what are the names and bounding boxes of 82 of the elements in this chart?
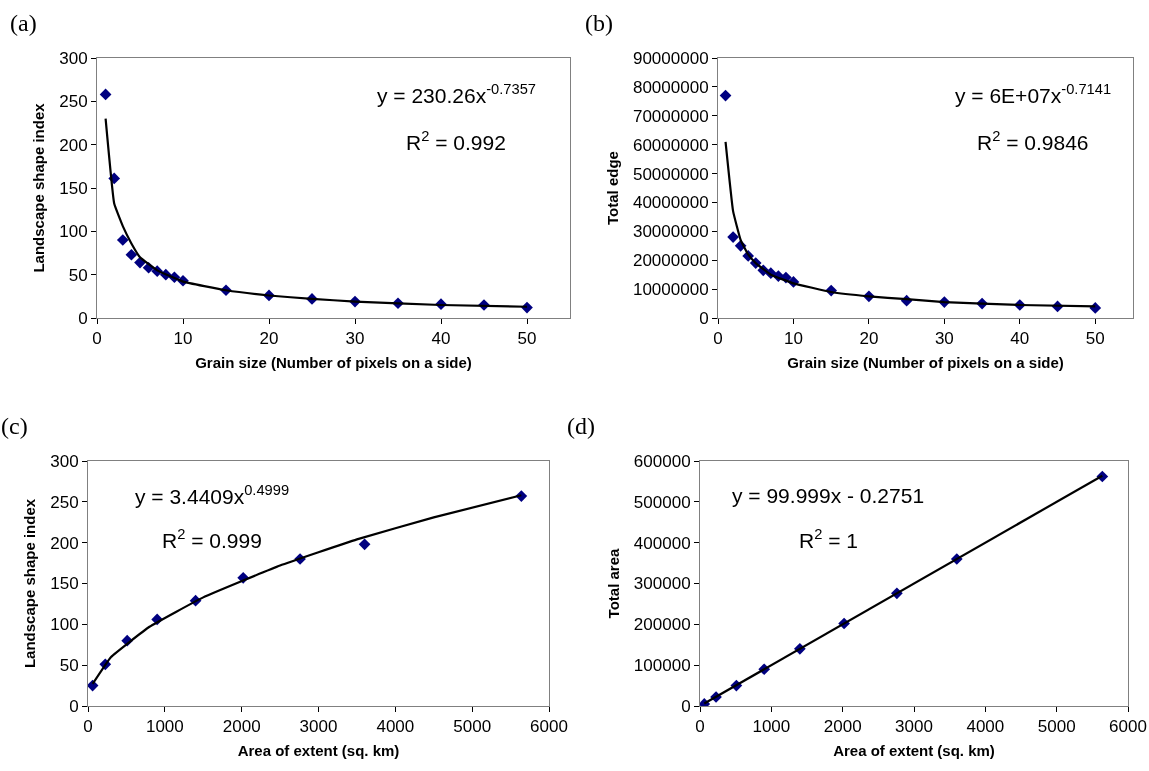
y-tick-label: 100000: [633, 656, 691, 676]
x-tick-label: 2000: [823, 717, 862, 737]
x-tick-label: 6000: [530, 717, 568, 737]
x-tick-label: 30: [345, 329, 365, 349]
y-tick-label: 200: [59, 135, 88, 155]
x-tick-label: 4000: [966, 717, 1005, 737]
point: [727, 231, 739, 243]
x-tick-label: 5000: [1037, 717, 1076, 737]
y-tick-label: 200000: [633, 615, 691, 635]
point: [125, 248, 138, 261]
x-tick-label: 3000: [895, 717, 933, 737]
x-tick-label: 40: [431, 329, 451, 349]
x-tick-label: 0: [713, 329, 723, 349]
x-tick-label: 20: [859, 329, 879, 349]
y-tick-label: 0: [681, 696, 691, 716]
y-tick-label: 250: [50, 492, 79, 512]
x-tick-label: 10: [783, 329, 803, 349]
y-tick-label: 30000000: [632, 222, 709, 242]
x-axis-title: Area of extent (sq. km): [237, 742, 400, 760]
y-tick-label: 40000000: [632, 193, 709, 213]
x-tick-label: 5000: [453, 717, 492, 737]
x-axis-title: Grain size (Number of pixels on a side): [787, 354, 1064, 372]
y-tick-label: 600000: [633, 451, 691, 471]
point: [116, 234, 129, 246]
y-tick-label: 500000: [633, 492, 691, 512]
chart-title: (b): [585, 10, 613, 36]
x-tick-label: 30: [934, 329, 954, 349]
annotation: y = 3.4409x$^{0.4999}$: [135, 482, 290, 508]
x-tick-label: 3000: [299, 717, 338, 737]
x-tick-label: 10: [173, 329, 193, 349]
x-tick-label: 6000: [1109, 717, 1147, 737]
y-tick-label: 60000000: [632, 135, 709, 155]
x-tick-label: 4000: [376, 717, 415, 737]
chart-title: (d): [567, 413, 595, 439]
x-tick-label: 20: [259, 329, 279, 349]
y-tick-label: 50: [68, 265, 88, 285]
y-tick-label: 300000: [633, 574, 691, 594]
y-tick-label: 90000000: [632, 48, 709, 68]
y-tick-label: 50000000: [632, 164, 709, 184]
y-tick-label: 150: [50, 574, 79, 594]
annotation: R$^{2}$ = 0.9846: [977, 128, 1089, 154]
y-tick-label: 150: [59, 178, 88, 198]
y-tick-label: 250: [59, 92, 88, 112]
x-tick-label: 40: [1010, 329, 1030, 349]
chart-title: (a): [10, 10, 37, 36]
point: [99, 88, 112, 101]
annotation: R$^{2}$ = 0.992: [406, 128, 506, 154]
annotation: y = 230.26x$^{-0.7357}$: [377, 81, 536, 107]
annotation: R$^{2}$ = 0.999: [162, 526, 262, 552]
y-axis-title: Landscape shape index: [30, 102, 48, 273]
point: [719, 89, 732, 102]
y-axis-title: Landscape shape index: [21, 498, 39, 669]
annotation: y = 99.999x - 0.2751: [732, 484, 925, 507]
annotation: y = 6E+07x$^{-0.7141}$: [955, 81, 1112, 107]
y-tick-label: 20000000: [632, 251, 709, 271]
x-axis-title: Grain size (Number of pixels on a side): [195, 354, 472, 372]
y-tick-label: 70000000: [632, 106, 709, 126]
x-axis-title: Area of extent (sq. km): [833, 742, 995, 760]
point: [88, 679, 99, 692]
x-tick-label: 1000: [145, 717, 184, 737]
y-tick-label: 100: [50, 615, 79, 635]
x-tick-label: 50: [517, 329, 537, 349]
x-tick-label: 1000: [752, 717, 791, 737]
x-tick-label: 0: [92, 329, 102, 349]
annotation: R$^{2}$ = 1: [799, 526, 858, 552]
chart-title: (c): [1, 413, 28, 439]
y-tick-label: 300: [50, 451, 79, 471]
y-tick-label: 0: [69, 696, 79, 716]
y-tick-label: 50: [59, 656, 79, 676]
y-tick-label: 80000000: [632, 77, 709, 97]
y-tick-label: 200: [50, 533, 79, 553]
y-axis-title: Total area: [605, 547, 623, 619]
y-tick-label: 0: [78, 308, 88, 328]
y-tick-label: 10000000: [632, 280, 709, 300]
point: [358, 538, 371, 551]
y-tick-label: 300: [59, 48, 88, 68]
x-tick-label: 2000: [222, 717, 261, 737]
y-tick-label: 100: [59, 222, 88, 242]
y-axis-title: Total edge: [604, 151, 622, 225]
y-tick-label: 400000: [633, 533, 691, 553]
x-tick-label: 50: [1085, 329, 1105, 349]
y-tick-label: 0: [699, 308, 709, 328]
